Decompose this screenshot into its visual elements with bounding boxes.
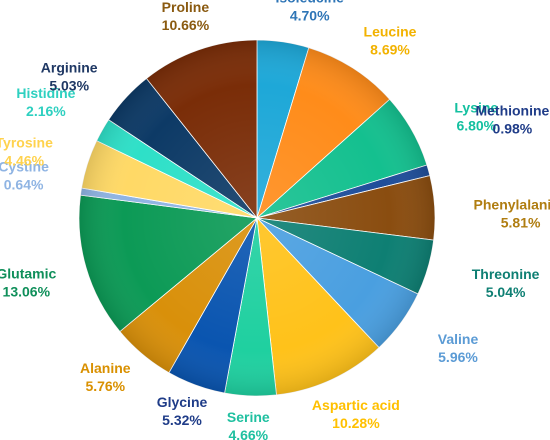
slice-label-leucine: Leucine 8.69% bbox=[364, 23, 417, 57]
slice-label-tyrosine: Tyrosine 4.46% bbox=[0, 135, 53, 169]
slice-label-threonine: Threonine 5.04% bbox=[472, 266, 540, 300]
slice-name-label: Valine bbox=[438, 331, 479, 347]
slice-name-label: Phenylalanine bbox=[474, 196, 550, 212]
slice-label-proline: Proline 10.66% bbox=[162, 0, 210, 33]
slice-label-histidine: Histidine 2.16% bbox=[16, 85, 75, 119]
slice-label-glutamic: Glutamic 13.06% bbox=[0, 266, 56, 300]
slice-name-label: Proline bbox=[162, 0, 210, 15]
slice-value-label: 8.69% bbox=[370, 41, 410, 57]
pie-slices bbox=[78, 39, 436, 397]
slice-label-alanine: Alanine 5.76% bbox=[80, 360, 131, 394]
slice-name-label: Arginine bbox=[41, 60, 98, 76]
slice-value-label: 4.66% bbox=[228, 427, 268, 440]
slice-label-serine: Serine 4.66% bbox=[227, 409, 270, 440]
slice-value-label: 5.96% bbox=[438, 349, 478, 365]
slice-value-label: 5.03% bbox=[49, 78, 89, 94]
slice-label-aspartic-acid: Aspartic acid 10.28% bbox=[312, 397, 400, 431]
slice-value-label: 6.80% bbox=[456, 117, 496, 133]
slice-name-label: Aspartic acid bbox=[312, 397, 400, 413]
slice-value-label: 2.16% bbox=[26, 103, 66, 119]
slice-name-label: Tyrosine bbox=[0, 135, 53, 151]
slice-label-isoleucine: Isoleucine 4.70% bbox=[275, 0, 344, 23]
slice-name-label: Alanine bbox=[80, 360, 131, 376]
slice-label-lysine: Lysine 6.80% bbox=[454, 99, 498, 133]
slice-value-label: 4.46% bbox=[4, 153, 44, 169]
slice-value-label: 10.28% bbox=[332, 415, 380, 431]
slice-value-label: 4.70% bbox=[290, 7, 330, 23]
slice-value-label: 0.64% bbox=[4, 177, 44, 193]
slice-label-glycine: Glycine 5.32% bbox=[157, 394, 208, 428]
slice-value-label: 5.81% bbox=[501, 214, 541, 230]
slice-name-label: Lysine bbox=[454, 99, 498, 115]
slice-label-arginine: Arginine 5.03% bbox=[41, 60, 98, 94]
slice-name-label: Histidine bbox=[16, 85, 75, 101]
slice-name-label: Isoleucine bbox=[275, 0, 344, 5]
slice-label-valine: Valine 5.96% bbox=[438, 331, 479, 365]
slice-value-label: 5.32% bbox=[162, 412, 202, 428]
slice-name-label: Glutamic bbox=[0, 266, 56, 282]
slice-name-label: Leucine bbox=[364, 23, 417, 39]
slice-value-label: 5.04% bbox=[486, 284, 526, 300]
slice-label-phenylalanine: Phenylalanine 5.81% bbox=[474, 196, 550, 230]
slice-value-label: 10.66% bbox=[162, 17, 210, 33]
slice-value-label: 0.98% bbox=[493, 121, 533, 137]
slice-name-label: Methionine bbox=[475, 103, 549, 119]
slice-value-label: 5.76% bbox=[85, 378, 125, 394]
slice-label-methionine: Methionine 0.98% bbox=[475, 103, 549, 137]
slice-name-label: Cystine bbox=[0, 159, 49, 175]
slice-name-label: Glycine bbox=[157, 394, 208, 410]
slice-name-label: Serine bbox=[227, 409, 270, 425]
slice-label-cystine: Cystine 0.64% bbox=[0, 159, 49, 193]
slice-value-label: 13.06% bbox=[3, 284, 51, 300]
slice-name-label: Threonine bbox=[472, 266, 540, 282]
